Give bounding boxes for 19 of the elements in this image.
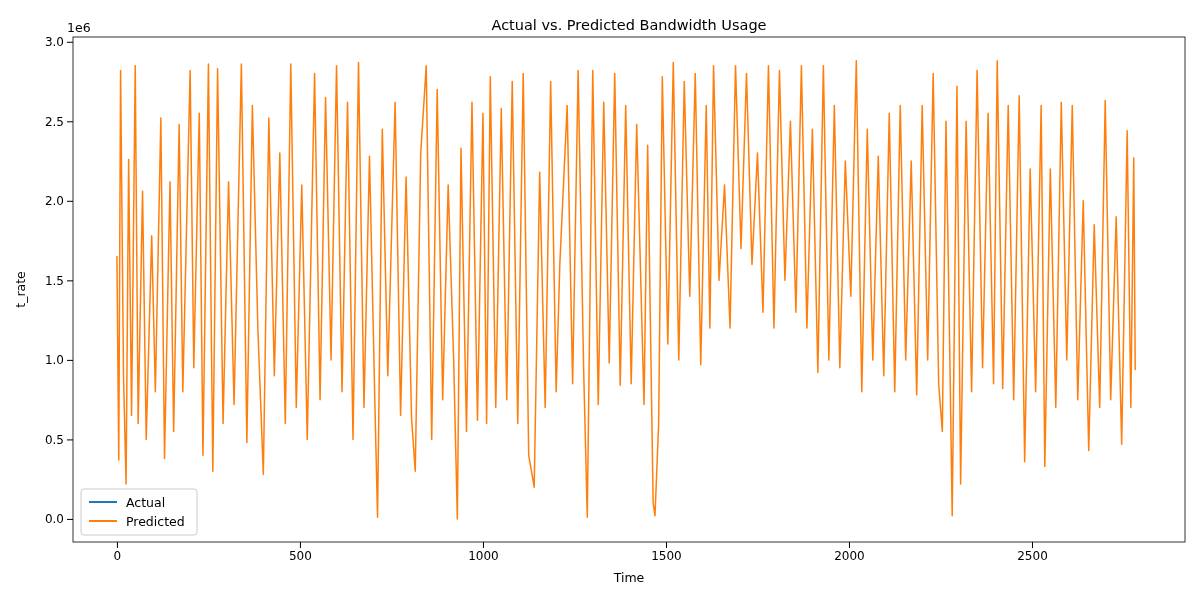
x-tick-label: 1000	[468, 548, 499, 563]
x-tick-label: 2500	[1017, 548, 1048, 563]
y-tick-label: 0.0	[44, 512, 64, 527]
y-tick-label: 2.0	[44, 194, 64, 209]
legend-label: Predicted	[126, 513, 185, 529]
x-tick-label: 500	[288, 548, 312, 563]
y-tick-label: 0.5	[44, 432, 64, 447]
legend-label: Actual	[126, 494, 166, 510]
y-axis-title: t_rate	[13, 270, 28, 308]
x-tick-label: 1500	[651, 548, 682, 563]
x-axis-title: Time	[612, 570, 645, 585]
text: 1e6	[67, 20, 91, 35]
y-tick-label: 1.5	[44, 273, 64, 288]
x-tick-label: 0	[113, 548, 122, 563]
y-tick-label: 3.0	[44, 35, 64, 50]
chart-title: Actual vs. Predicted Bandwidth Usage	[491, 17, 767, 33]
x-tick-label: 2000	[834, 548, 865, 563]
y-tick-label: 1.0	[44, 353, 64, 368]
y-tick-label: 2.5	[44, 114, 64, 129]
